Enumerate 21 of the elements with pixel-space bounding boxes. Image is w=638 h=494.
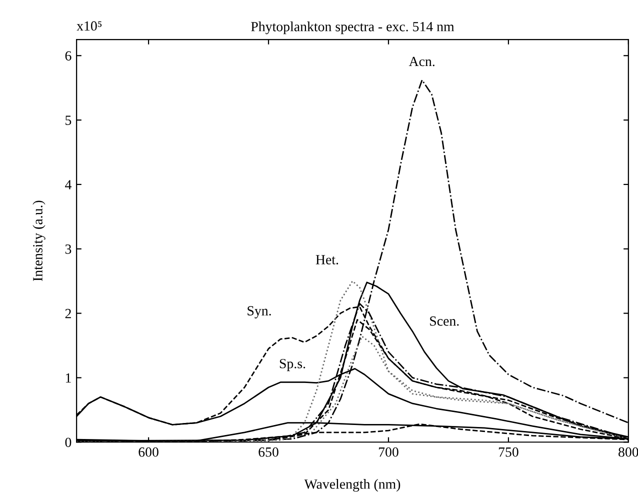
x-tick-label: 750 [498,447,518,457]
annotation: Sp.s. [280,358,306,372]
y-tick-label: 1 [66,373,71,383]
y-tick-label: 3 [65,244,72,254]
y-tick-label: 5 [66,116,72,125]
x-tick-label: 600 [138,447,158,457]
y-axis-title: Intensity (a.u.) [32,200,46,282]
annotation: Acn. [408,56,434,66]
y-tick-label: 4 [65,180,72,190]
x-tick-label: 700 [378,447,398,457]
x-tick-label: 650 [258,447,278,457]
x-axis-title: Wavelength (nm) [304,479,400,492]
annotation: Syn. [248,306,271,318]
annotation: Scen. [430,316,459,326]
annotation: Het. [316,255,338,264]
chart-title: Phytoplankton spectra - exc. 514 nm [251,22,454,34]
text: x10⁵ [76,21,102,31]
y-tick-label: 6 [65,51,72,61]
y-tick-label: 0 [65,438,72,448]
x-tick-label: 800 [618,447,638,457]
y-tick-label: 2 [65,308,71,318]
